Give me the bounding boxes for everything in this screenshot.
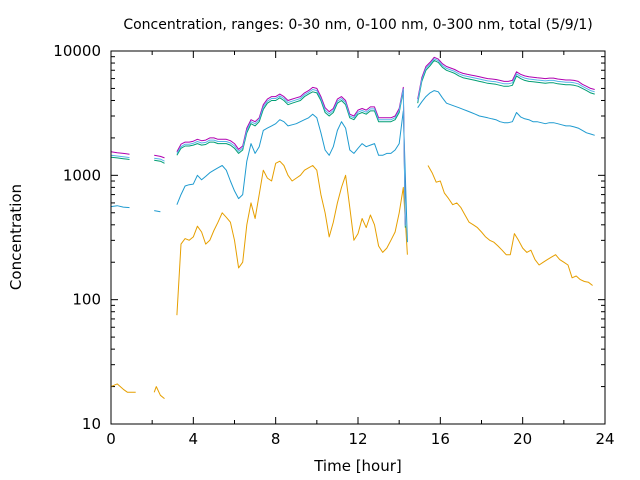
x-tick-label: 16 [431,430,450,448]
y-tick-label: 10 [82,415,101,433]
x-tick-label: 4 [189,430,199,448]
plot-frame [110,50,606,425]
series-line-4 [110,56,595,225]
x-tick-label: 20 [513,430,532,448]
y-tick-label: 10000 [53,42,101,60]
x-tick-label: 8 [271,430,281,448]
axis-ticks: 0 4 8 12 16 20 24 10 100 1000 10000 [53,42,614,448]
chart-title: Concentration, ranges: 0-30 nm, 0-100 nm… [123,17,592,33]
y-axis-label: Concentration [7,184,25,290]
x-tick-label: 24 [595,430,614,448]
series-line-5 [110,58,595,227]
series-line-3 [110,59,595,228]
x-tick-label: 0 [106,430,116,448]
x-axis-label: Time [hour] [313,457,402,475]
series-line-2 [110,90,595,243]
y-tick-label: 1000 [63,166,101,184]
plot-area [110,56,595,399]
y-tick-label: 100 [72,291,101,309]
series-line-1 [110,160,593,399]
x-tick-label: 12 [348,430,367,448]
